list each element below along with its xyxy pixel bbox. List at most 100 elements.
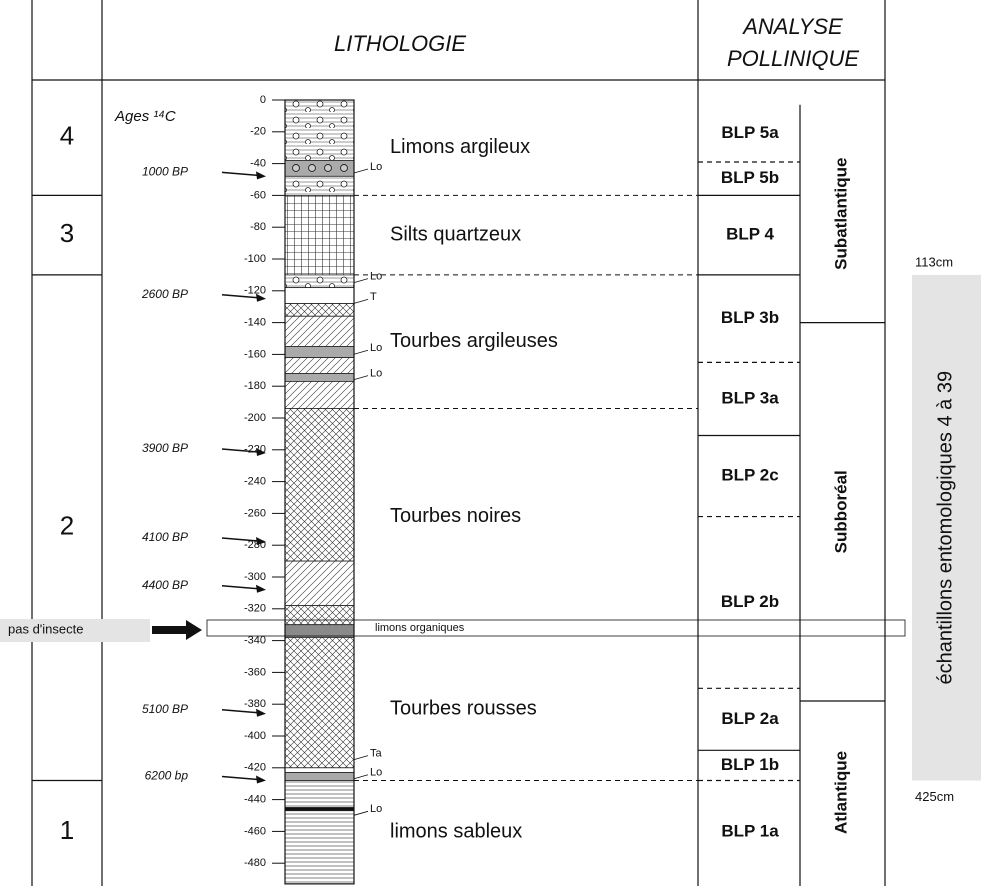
layer — [285, 288, 354, 304]
side-label: Lo — [370, 342, 382, 354]
age-arrow — [222, 172, 258, 175]
lithology-label: limons sableux — [390, 820, 522, 842]
pollen-zone-label: BLP 1a — [721, 822, 779, 841]
age-label: 1000 BP — [142, 164, 188, 178]
layer — [285, 637, 354, 767]
layer — [285, 768, 354, 773]
depth-tick-label: -100 — [244, 253, 266, 265]
depth-tick-label: -140 — [244, 317, 266, 329]
lithology-label: Tourbes rousses — [390, 697, 537, 719]
pollen-zone-label: BLP 2c — [721, 466, 778, 485]
side-label: Lo — [370, 767, 382, 779]
depth-tick-label: -460 — [244, 825, 266, 837]
lithology-label: Limons argileux — [390, 136, 530, 158]
depth-tick-label: -200 — [244, 412, 266, 424]
depth-tick-label: -380 — [244, 698, 266, 710]
layer — [285, 811, 354, 884]
depth-tick-label: -420 — [244, 762, 266, 774]
layer — [285, 808, 354, 811]
age-label: 5100 BP — [142, 702, 188, 716]
depth-tick-label: -300 — [244, 571, 266, 583]
depth-tick-label: -320 — [244, 603, 266, 615]
side-label: Lo — [370, 161, 382, 173]
side-label: Lo — [370, 803, 382, 815]
depth-tick-label: -260 — [244, 507, 266, 519]
lithology-label: Tourbes noires — [390, 505, 521, 527]
pollen-header: POLLINIQUE — [727, 46, 859, 71]
side-label-leader — [354, 350, 368, 354]
layer — [285, 176, 354, 195]
pollen-zone-label: BLP 2b — [721, 592, 779, 611]
layer — [285, 100, 354, 160]
age-label: 6200 bp — [145, 769, 189, 783]
layer — [285, 275, 354, 288]
pollen-zone-label: BLP 5b — [721, 168, 779, 187]
pollen-zone-label: BLP 3b — [721, 308, 779, 327]
age-label: 4100 BP — [142, 530, 188, 544]
side-label: Lo — [370, 271, 382, 283]
side-label-leader — [354, 811, 368, 815]
layer — [285, 781, 354, 808]
pollen-zone-label: BLP 3a — [721, 388, 779, 407]
organic-band-label: limons organiques — [375, 622, 465, 634]
stratigraphy-diagram: LITHOLOGIE ANALYSE POLLINIQUE Ages ¹⁴C 4… — [0, 0, 981, 886]
layer — [285, 304, 354, 317]
age-label: 3900 BP — [142, 441, 188, 455]
layer — [285, 346, 354, 357]
depth-tick-label: -440 — [244, 794, 266, 806]
side-label-leader — [354, 756, 368, 760]
depth-tick-label: -240 — [244, 476, 266, 488]
side-label: Lo — [370, 368, 382, 380]
zone-label: 4 — [60, 121, 74, 151]
layer — [285, 316, 354, 346]
layer — [285, 195, 354, 275]
pollen-header: ANALYSE — [741, 14, 843, 39]
depth-tick-label: 0 — [260, 94, 266, 106]
depth-tick-label: -120 — [244, 285, 266, 297]
chronozone-label: Subatlantique — [831, 157, 850, 269]
zone-label: 2 — [60, 511, 74, 541]
age-arrowhead — [256, 585, 266, 593]
age-arrowhead — [256, 776, 266, 784]
samples-label: échantillons entomologiques 4 à 39 — [934, 371, 956, 685]
lithology-label: Silts quartzeux — [390, 223, 521, 245]
age-label: 4400 BP — [142, 578, 188, 592]
age-arrow — [222, 777, 258, 780]
age-label: 2600 BP — [141, 287, 188, 301]
depth-tick-label: -480 — [244, 857, 266, 869]
chronozone-label: Atlantique — [831, 751, 850, 834]
ages-title: Ages ¹⁴C — [114, 108, 176, 125]
layer — [285, 773, 354, 781]
zone-label: 3 — [60, 218, 74, 248]
layer — [285, 373, 354, 381]
depth-tick-label: -40 — [250, 158, 266, 170]
age-arrow — [222, 586, 258, 589]
depth-tick-label: -60 — [250, 189, 266, 201]
no-insect-label: pas d'insecte — [8, 621, 83, 636]
pollen-zone-label: BLP 4 — [726, 225, 774, 244]
lithology-label: Tourbes argileuses — [390, 330, 558, 352]
layer — [285, 606, 354, 625]
no-insect-arrow — [152, 620, 202, 640]
side-label-leader — [354, 299, 368, 303]
layer — [285, 160, 354, 176]
layer — [285, 381, 354, 408]
side-label-leader — [354, 376, 368, 380]
samples-bottom: 425cm — [915, 789, 954, 804]
pollen-zone-label: BLP 2a — [721, 709, 779, 728]
age-arrow — [222, 710, 258, 713]
pollen-zone-label: BLP 5a — [721, 123, 779, 142]
depth-tick-label: -80 — [250, 221, 266, 233]
side-label-leader — [354, 775, 368, 779]
layer — [285, 561, 354, 606]
depth-tick-label: -20 — [250, 126, 266, 138]
layer — [285, 408, 354, 561]
depth-tick-label: -180 — [244, 380, 266, 392]
side-label-leader — [354, 279, 368, 283]
side-label: T — [370, 291, 377, 303]
side-label: Ta — [370, 748, 383, 760]
age-arrowhead — [256, 171, 266, 179]
lithology-header: LITHOLOGIE — [334, 31, 466, 56]
depth-tick-label: -160 — [244, 348, 266, 360]
layer — [285, 625, 354, 638]
